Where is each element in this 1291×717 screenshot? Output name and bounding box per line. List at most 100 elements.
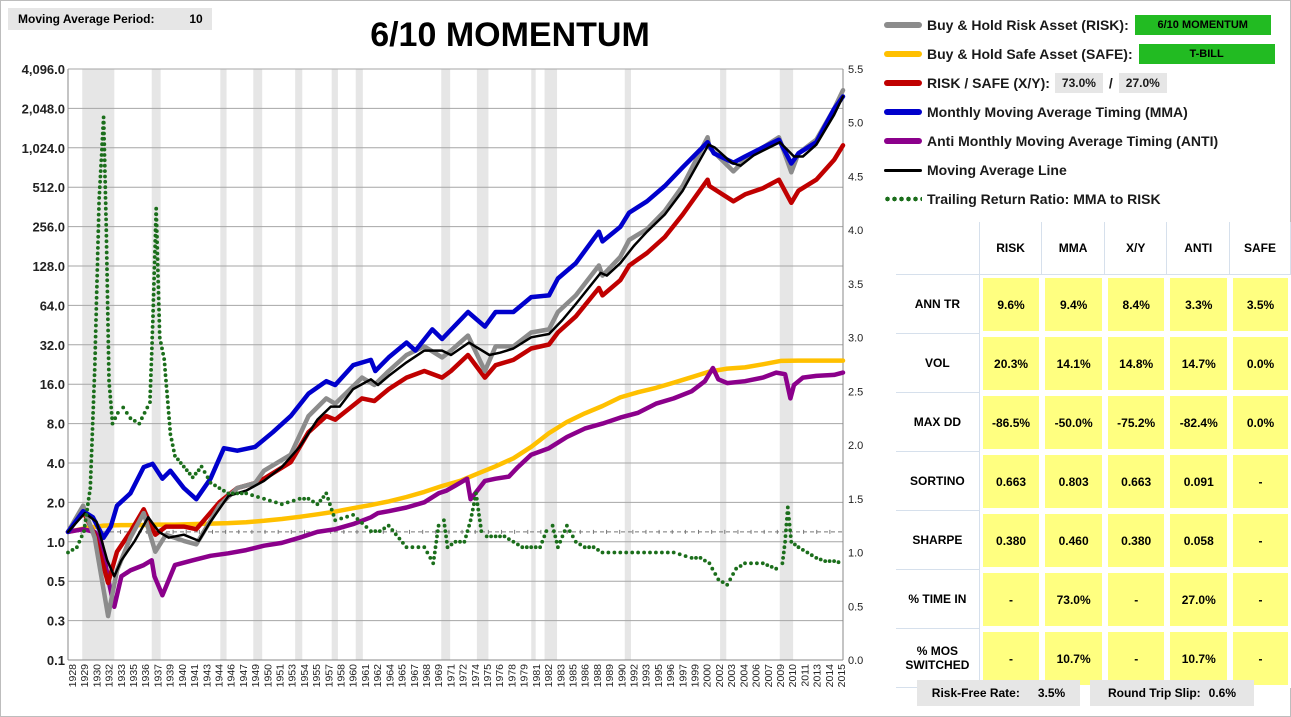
y2-tick-label: 0.5 bbox=[848, 601, 863, 613]
x-tick-label: 1947 bbox=[238, 664, 250, 688]
ratio-dot bbox=[102, 163, 107, 168]
x-tick-label: 2000 bbox=[702, 664, 714, 688]
safe-asset-tag: T-BILL bbox=[1138, 44, 1275, 64]
x-tick-label: 1964 bbox=[384, 664, 396, 688]
recession-shade bbox=[295, 69, 303, 660]
legend-ratio: Trailing Return Ratio: MMA to RISK bbox=[884, 186, 1161, 212]
xy-safe-pct: 27.0% bbox=[1118, 73, 1167, 93]
y-tick-label: 128.0 bbox=[32, 259, 65, 274]
ratio-dot bbox=[442, 523, 447, 528]
x-tick-label: 1988 bbox=[592, 664, 604, 688]
ratio-dot bbox=[321, 495, 326, 499]
ratio-dot bbox=[783, 534, 788, 538]
stats-table: RISK MMA X/Y ANTI SAFE ANN TR 9.6% 9.4% … bbox=[896, 222, 1291, 688]
ratio-dot bbox=[91, 394, 96, 399]
stat-cell: - bbox=[1230, 629, 1291, 688]
ratio-dot bbox=[689, 556, 694, 560]
ratio-dot bbox=[82, 529, 86, 533]
ratio-dot bbox=[156, 285, 161, 290]
ratio-dot bbox=[92, 378, 97, 383]
ratio-dot bbox=[660, 550, 664, 555]
ratio-dot bbox=[788, 534, 793, 538]
ratio-dot bbox=[97, 196, 102, 200]
ratio-dot bbox=[268, 498, 272, 503]
ma-period-value: 10 bbox=[189, 12, 203, 26]
ratio-dot bbox=[157, 307, 161, 312]
ratio-dot bbox=[302, 496, 306, 501]
ratio-dot bbox=[85, 507, 90, 512]
ratio-dot bbox=[149, 373, 153, 378]
recession-shade bbox=[544, 69, 558, 660]
x-tick-label: 1986 bbox=[580, 664, 592, 688]
row-label: VOL bbox=[896, 334, 980, 393]
ratio-dot bbox=[809, 553, 814, 558]
ratio-dot bbox=[104, 212, 108, 217]
ratio-dot bbox=[382, 526, 387, 531]
ratio-dot bbox=[239, 491, 244, 496]
y2-tick-label: 1.0 bbox=[848, 548, 863, 560]
series-line-ma bbox=[66, 95, 845, 578]
ratio-dot bbox=[654, 550, 658, 555]
ratio-dot bbox=[104, 228, 109, 233]
ratio-dot bbox=[707, 561, 712, 566]
ratio-dot bbox=[88, 480, 93, 485]
ratio-dot bbox=[155, 234, 159, 239]
ratio-dot bbox=[103, 174, 107, 179]
ratio-dot bbox=[529, 545, 534, 550]
ratio-dot bbox=[785, 505, 790, 510]
ratio-dot bbox=[789, 539, 794, 544]
ratio-dot bbox=[731, 572, 735, 576]
ratio-dot bbox=[142, 411, 147, 415]
ratio-dot bbox=[324, 491, 329, 496]
ratio-dot bbox=[226, 491, 231, 496]
x-tick-label: 1975 bbox=[482, 664, 494, 688]
ratio-dot bbox=[154, 212, 159, 217]
ratio-dot bbox=[93, 356, 97, 361]
x-tick-label: 1954 bbox=[299, 664, 311, 688]
ratio-dot bbox=[84, 513, 89, 517]
x-tick-label: 1951 bbox=[275, 664, 287, 688]
stat-cell: 14.7% bbox=[1167, 334, 1231, 393]
x-tick-label: 1937 bbox=[152, 664, 164, 688]
ratio-dot bbox=[92, 384, 96, 388]
ratio-dot bbox=[89, 448, 94, 453]
recession-shade bbox=[441, 69, 451, 660]
y-tick-label: 8.0 bbox=[47, 417, 65, 432]
stat-cell: 14.8% bbox=[1104, 334, 1168, 393]
ratio-dot bbox=[150, 346, 154, 351]
ratio-dot bbox=[432, 556, 436, 560]
ratio-dot bbox=[713, 572, 718, 576]
ratio-dot bbox=[827, 559, 832, 563]
ratio-dot bbox=[749, 561, 753, 566]
recession-shade bbox=[531, 69, 536, 660]
ratio-dot bbox=[311, 499, 315, 504]
ratio-dot bbox=[404, 545, 409, 550]
ratio-dot bbox=[155, 246, 160, 250]
ratio-dot bbox=[285, 500, 290, 505]
ratio-dot bbox=[79, 534, 84, 539]
ratio-dot bbox=[149, 351, 154, 356]
ratio-dot bbox=[103, 185, 108, 190]
ratio-dot bbox=[94, 295, 99, 300]
stat-cell: 10.7% bbox=[1167, 629, 1231, 688]
ratio-dot bbox=[154, 206, 159, 211]
ratio-dot bbox=[648, 550, 652, 555]
ratio-dot bbox=[150, 319, 155, 324]
ratio-dot bbox=[474, 496, 479, 501]
ratio-dot bbox=[464, 534, 468, 539]
ratio-dot bbox=[636, 550, 640, 555]
ratio-dot bbox=[542, 534, 547, 539]
ratio-dot bbox=[606, 550, 611, 555]
ratio-dot bbox=[484, 534, 489, 539]
ratio-dot bbox=[507, 537, 511, 541]
x-tick-label: 1928 bbox=[67, 664, 79, 688]
ratio-dot bbox=[154, 218, 159, 222]
ratio-dot bbox=[152, 282, 156, 286]
ratio-dot bbox=[562, 529, 567, 533]
ratio-dot bbox=[165, 400, 170, 404]
ratio-dot bbox=[168, 427, 172, 431]
x-tick-label: 2013 bbox=[812, 664, 824, 688]
series-line-anti bbox=[65, 365, 846, 610]
ratio-dot bbox=[96, 212, 101, 217]
ratio-dot bbox=[156, 290, 161, 295]
